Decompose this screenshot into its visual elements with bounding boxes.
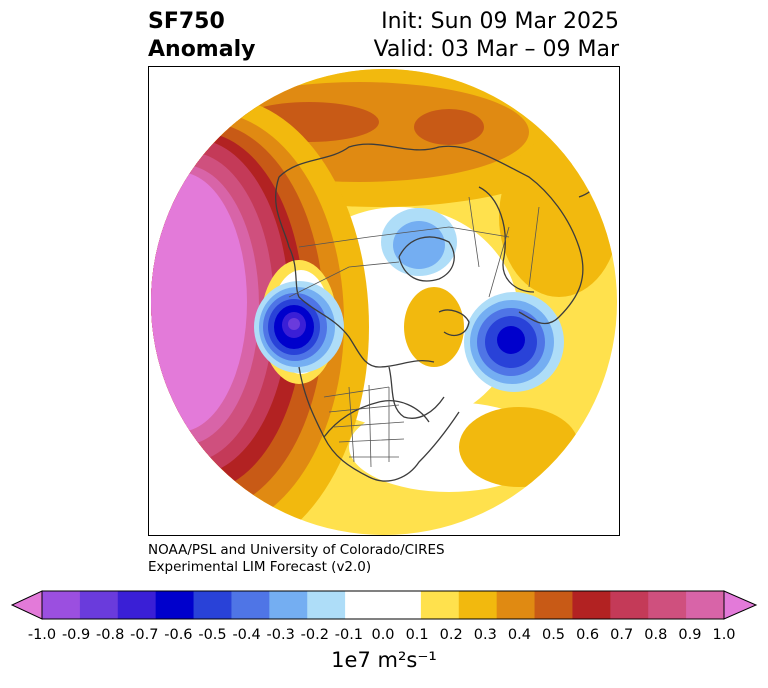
polar-map [148, 66, 620, 536]
colorbar-tick-label: 0.9 [678, 627, 702, 643]
colorbar-tick-label: 0.5 [541, 627, 566, 643]
colorbar-tick-label: -0.1 [334, 627, 364, 643]
colorbar-tick-label: 0.0 [371, 627, 395, 643]
colorbar-cell [345, 591, 384, 619]
map-svg [151, 69, 617, 535]
atlantic-negative-anomaly [464, 292, 564, 392]
colorbar-tick-label: -0.9 [61, 627, 91, 643]
colorbar-tick-label: 0.1 [405, 627, 429, 643]
colorbar-tick-label: -0.6 [164, 627, 193, 643]
arctic-negative-anomaly [381, 208, 457, 276]
colorbar-tick-label: -0.4 [232, 627, 261, 643]
colorbar-cell [648, 591, 687, 619]
colorbar-cell [117, 591, 157, 619]
colorbar-tick-label: 0.8 [644, 627, 668, 643]
title-anomaly: Anomaly [148, 37, 256, 62]
colorbar-cell [383, 591, 422, 619]
credit-line-1: NOAA/PSL and University of Colorado/CIRE… [148, 542, 445, 558]
colorbar-units: 1e7 m²s⁻¹ [331, 648, 437, 672]
colorbar-tick-label: 0.3 [473, 627, 497, 643]
colorbar-tick-label: 0.2 [439, 627, 463, 643]
colorbar-cell [269, 591, 308, 619]
colorbar-cell [231, 591, 270, 619]
colorbar-tick-label: 1.0 [712, 627, 736, 643]
colorbar-left-extension [10, 590, 43, 620]
colorbar-cell [79, 591, 119, 619]
colorbar-cell [42, 591, 81, 619]
colorbar-right-extension [723, 590, 758, 620]
colorbar-tick-label: -0.3 [266, 627, 295, 643]
colorbar-cell [420, 591, 460, 619]
valid-dates: Valid: 03 Mar – 09 Mar [373, 37, 619, 62]
colorbar-tick-label: -0.2 [300, 627, 329, 643]
colorbar-cell [193, 591, 232, 619]
colorbar-tick-label: 0.4 [507, 627, 531, 643]
colorbar-outline [41, 590, 725, 620]
colorbar-cell [307, 591, 346, 619]
credit-line-2: Experimental LIM Forecast (v2.0) [148, 559, 372, 575]
state-borders [288, 196, 540, 468]
colorbar [10, 590, 758, 620]
title-variable: SF750 [148, 9, 225, 34]
colorbar-tick-label: 0.6 [576, 627, 600, 643]
init-date: Init: Sun 09 Mar 2025 [381, 9, 619, 34]
colorbar-cell [610, 591, 649, 619]
western-canada-negative-anomaly [254, 281, 344, 373]
colorbar-cell [686, 591, 725, 619]
colorbar-cell [155, 591, 195, 619]
colorbar-cell [496, 591, 536, 619]
colorbar-tick-label: -0.8 [96, 627, 125, 643]
anomaly-field [151, 69, 617, 535]
colorbar-cell [458, 591, 498, 619]
pacific-positive-anomaly [151, 97, 369, 535]
colorbar-cell [534, 591, 573, 619]
colorbar-tick-label: 0.7 [610, 627, 634, 643]
colorbar-cell [572, 591, 611, 619]
colorbar-tick-label: -0.5 [198, 627, 227, 643]
colorbar-tick-label: -0.7 [130, 627, 159, 643]
colorbar-tick-label: -1.0 [27, 627, 57, 643]
